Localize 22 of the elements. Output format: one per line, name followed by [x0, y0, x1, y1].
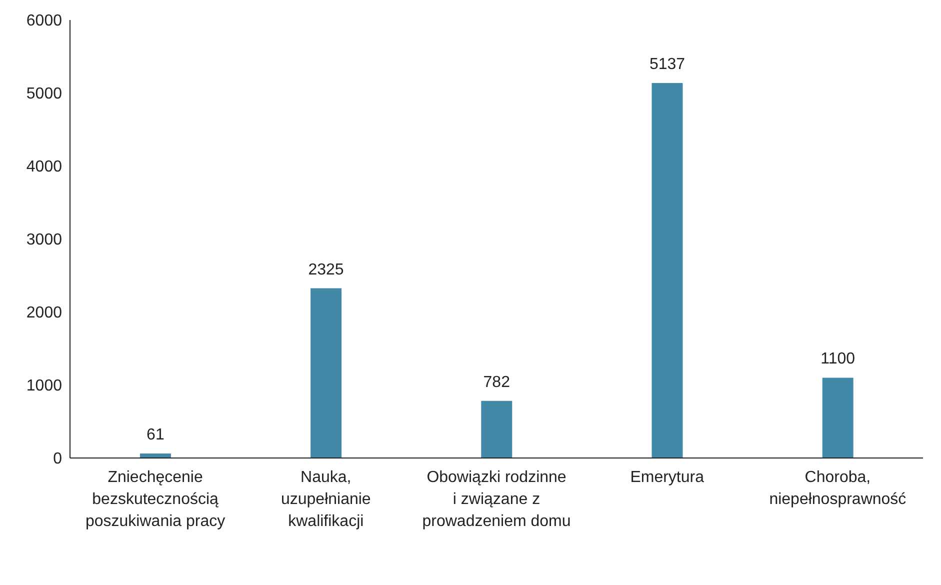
y-tick-label: 2000	[26, 304, 62, 322]
x-tick-label: Choroba, niepełnosprawność	[769, 469, 906, 508]
bar	[652, 83, 683, 458]
x-tick-label: Zniechęcenie bezskutecznością poszukiwania pracy	[85, 469, 226, 530]
data-label: 61	[146, 426, 164, 444]
bar	[140, 454, 171, 458]
bar	[481, 400, 512, 458]
data-label: 782	[483, 374, 510, 391]
data-label: 2325	[308, 261, 344, 278]
bar	[822, 378, 854, 458]
y-tick-label: 0	[53, 450, 62, 468]
y-tick-label: 5000	[26, 86, 62, 103]
x-tick-label: Emerytura	[630, 469, 704, 486]
y-tick-label: 4000	[26, 158, 62, 176]
y-tick-label: 1000	[26, 378, 62, 395]
data-label: 1100	[820, 350, 856, 368]
bar	[310, 288, 342, 458]
x-tick-label: Obowiązki rodzinne i związane z prowadzeniem domu	[422, 469, 571, 530]
x-tick-label: Nauka, uzupełnianie kwalifikacji	[280, 469, 371, 530]
y-tick-label: 6000	[26, 12, 62, 30]
data-label: 5137	[649, 56, 686, 73]
y-tick-label: 3000	[26, 232, 62, 249]
